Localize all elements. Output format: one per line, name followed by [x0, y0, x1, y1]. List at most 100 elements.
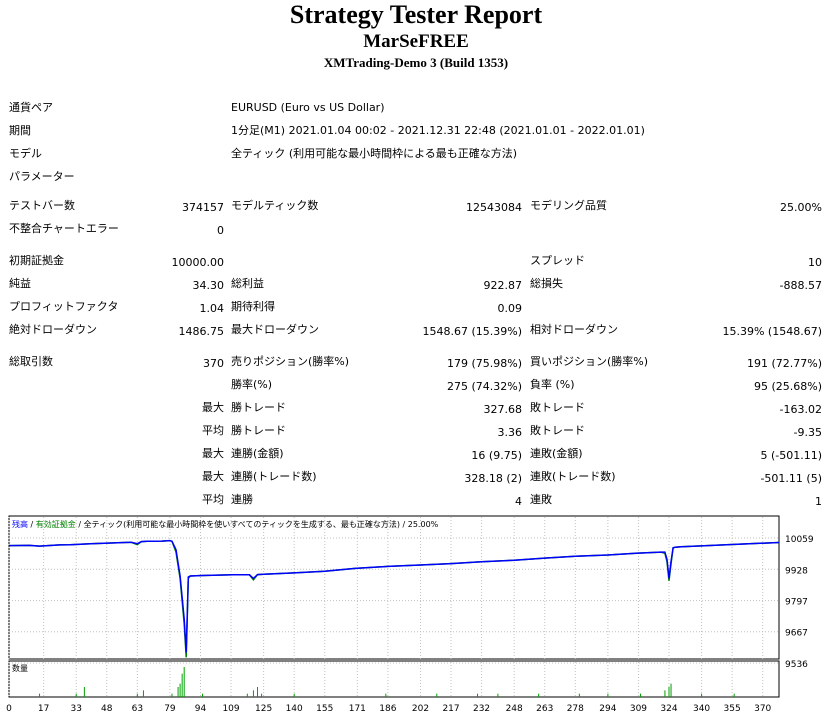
expected-value: 0.09: [497, 302, 523, 315]
max-cons-profit-label: 連勝(トレード数): [231, 470, 317, 483]
chart-legend: 残高 / 有効証拠金 / 全ティック(利用可能な最小時間枠を使いすべてのティック…: [12, 519, 439, 529]
x-tick-label: 125: [255, 704, 272, 713]
short-label: 売りポジション(勝率%): [231, 355, 350, 368]
ticks-label: モデルティック数: [231, 199, 319, 212]
y-tick-label: 9667: [785, 629, 808, 639]
largest-win-value: 327.68: [483, 403, 523, 416]
abs-dd-label: 絶対ドローダウン: [9, 323, 97, 336]
price-panel-frame: [8, 515, 780, 660]
x-tick-label: 79: [164, 704, 176, 713]
loss-label: 負率 (%): [530, 378, 575, 391]
max-row1-label: 最大: [202, 401, 224, 414]
pf-value: 1.04: [199, 302, 225, 315]
info-model-value: 全ティック (利用可能な最小時間枠による最も正確な方法): [231, 147, 518, 160]
x-tick-label: 155: [316, 704, 333, 713]
largest-win-label: 勝トレード: [231, 401, 286, 414]
x-tick-label: 63: [132, 704, 143, 713]
gross-profit-value: 922.87: [483, 279, 523, 292]
largest-loss-label: 敗トレード: [530, 401, 585, 414]
legend-entry: 全ティック(利用可能な最小時間枠を使いすべてのティックを生成する、最も正確な方法…: [84, 519, 400, 529]
info-period-label: 期間: [9, 124, 31, 137]
long-value: 191 (72.77%): [746, 357, 822, 370]
long-label: 買いポジション(勝率%): [530, 355, 649, 368]
legend-entry: 残高: [12, 519, 28, 529]
x-tick-label: 94: [195, 704, 207, 713]
avg-row2-label: 平均: [202, 493, 224, 506]
mismatch-value: 0: [217, 224, 224, 237]
x-tick-label: 109: [222, 704, 239, 713]
net-label: 純益: [9, 277, 31, 290]
legend-separator: /: [28, 520, 36, 529]
x-tick-label: 0: [6, 704, 12, 713]
legend-entry: 有効証拠金: [36, 519, 76, 529]
x-tick-label: 370: [754, 704, 771, 713]
balance-chart-svg: 0 17 33 48 63 79 94 109 125 140 155 171 186 202 217 232…: [6, 515, 814, 714]
x-tick-label: 202: [412, 704, 429, 713]
loss-value: 95 (25.68%): [753, 380, 822, 393]
info-model-label: モデル: [9, 147, 42, 160]
expert-name: MarSeFREE: [363, 31, 469, 52]
net-value: 34.30: [192, 279, 225, 292]
trades-value: 370: [203, 357, 224, 370]
bars-value: 374157: [182, 201, 224, 214]
avg-row1-label: 平均: [202, 424, 224, 437]
x-tick-label: 278: [567, 704, 584, 713]
x-tick-label: 294: [599, 704, 616, 713]
info-symbol-label: 通貨ペア: [9, 101, 53, 114]
x-tick-label: 248: [506, 704, 523, 713]
avg-win-label: 勝トレード: [231, 424, 286, 437]
expected-label: 期待利得: [231, 300, 275, 313]
x-tick-label: 309: [630, 704, 647, 713]
volume-panel-frame: [8, 660, 780, 698]
info-period-value: 1分足(M1) 2021.01.04 00:02 - 2021.12.31 22…: [231, 124, 645, 137]
spread-label: スプレッド: [530, 254, 585, 267]
spread-value: 10: [808, 256, 822, 269]
volume-label: 数量: [12, 663, 28, 673]
x-tick-label: 340: [693, 704, 710, 713]
x-tick-label: 324: [660, 704, 677, 713]
rel-dd-label: 相対ドローダウン: [530, 323, 618, 336]
info-symbol-value: EURUSD (Euro vs US Dollar): [231, 101, 385, 114]
x-tick-label: 171: [349, 704, 366, 713]
x-tick-label: 186: [379, 704, 396, 713]
largest-loss-value: -163.02: [779, 403, 822, 416]
x-tick-label: 33: [70, 704, 81, 713]
gross-profit-label: 総利益: [231, 277, 264, 290]
trades-label: 総取引数: [9, 355, 53, 368]
max-row3-label: 最大: [202, 470, 224, 483]
balance-chart: 0 17 33 48 63 79 94 109 125 140 155 171 186 202 217 232…: [0, 514, 832, 714]
avg-cons-losses-value: 1: [815, 495, 822, 508]
x-tick-label: 263: [536, 704, 553, 713]
bars-label: テストバー数: [9, 199, 75, 212]
avg-cons-wins-label: 連勝: [231, 493, 253, 506]
legend-separator: /: [76, 520, 84, 529]
max-cons-wins-value: 16 (9.75): [471, 449, 522, 462]
y-tick-label: 10059: [785, 535, 814, 545]
x-tick-label: 232: [473, 704, 490, 713]
x-tick-label: 355: [724, 704, 741, 713]
max-row2-label: 最大: [202, 447, 224, 460]
avg-loss-value: -9.35: [793, 426, 822, 439]
max-cons-loss-label: 連敗(トレード数): [530, 470, 616, 483]
x-tick-label: 48: [101, 704, 113, 713]
win-value: 275 (74.32%): [446, 380, 522, 393]
x-tick-label: 217: [442, 704, 459, 713]
max-dd-value: 1548.67 (15.39%): [422, 325, 522, 338]
avg-win-value: 3.36: [497, 426, 523, 439]
x-tick-label: 17: [38, 704, 49, 713]
win-label: 勝率(%): [231, 378, 273, 391]
mismatch-label: 不整合チャートエラー: [9, 222, 119, 235]
series-line-balance: [8, 539, 780, 653]
deposit-value: 10000.00: [171, 256, 225, 269]
server-info: XMTrading-Demo 3 (Build 1353): [323, 55, 509, 70]
ticks-value: 12543084: [466, 201, 522, 214]
avg-loss-label: 敗トレード: [530, 424, 585, 437]
max-cons-profit-value: 328.18 (2): [464, 472, 522, 485]
max-dd-label: 最大ドローダウン: [231, 323, 319, 336]
gross-loss-label: 総損失: [530, 277, 563, 290]
avg-cons-losses-label: 連敗: [530, 493, 552, 506]
deposit-label: 初期証拠金: [9, 254, 64, 267]
short-value: 179 (75.98%): [446, 357, 522, 370]
abs-dd-value: 1486.75: [178, 325, 225, 338]
max-cons-losses-label: 連敗(金額): [530, 447, 583, 460]
